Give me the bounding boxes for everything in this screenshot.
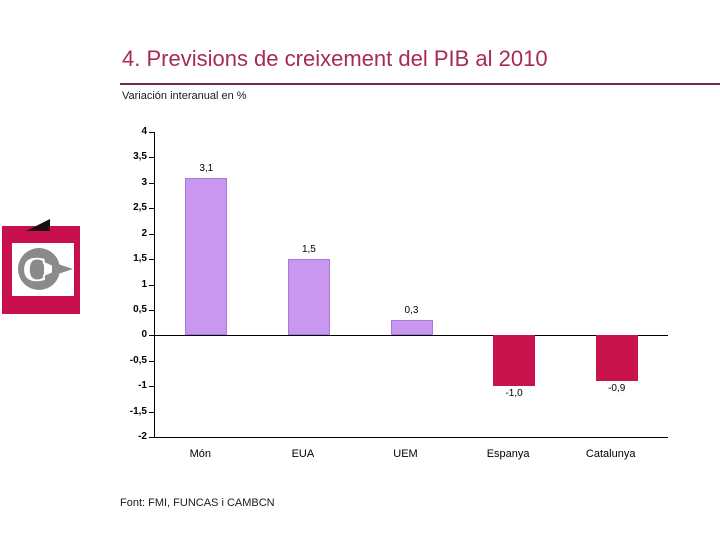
y-tick-label: 2,5 [133,202,147,214]
y-tick [149,284,154,286]
y-tick [149,157,154,159]
logo-c-letter: C [22,250,47,289]
logo-fold-notch [26,219,50,231]
source-note: Font: FMI, FUNCAS i CAMBCN [120,497,275,509]
y-tick [149,309,154,311]
y-tick [149,259,154,261]
category-label: UEM [393,448,418,460]
y-tick [149,233,154,235]
logo-arrow-icon [52,262,73,276]
category-label: Món [189,448,211,460]
y-tick-label: -1 [138,380,147,392]
bar-value-label: 0,3 [404,305,419,317]
y-tick-label: 1,5 [133,253,147,265]
category-label: Espanya [486,448,530,460]
bar [390,320,433,336]
y-axis-line [153,132,155,437]
slide-title: 4. Previsions de creixement del PIB al 2… [122,46,548,71]
y-tick [149,411,154,413]
bar [595,335,638,382]
bar-value-label: -0,9 [608,383,626,395]
y-tick [149,335,154,337]
y-tick-label: 0 [141,329,147,341]
bar [185,177,228,336]
y-tick-label: -2 [138,431,147,442]
title-underline [120,83,720,85]
y-tick [149,437,154,438]
logo-circle [18,248,60,290]
y-tick-label: -0,5 [129,354,147,366]
y-tick [149,208,154,210]
bar-value-label: -1,0 [505,388,523,400]
y-tick-label: 4 [141,126,147,137]
y-tick-label: 1 [141,278,147,290]
bar [493,335,536,387]
y-tick [149,182,154,184]
category-label: Catalunya [585,448,636,460]
y-tick-label: 0,5 [133,303,147,315]
y-tick [149,386,154,388]
category-label: EUA [291,448,315,460]
x-axis-line [153,436,668,438]
bar-value-label: 3,1 [199,162,214,174]
y-tick [149,360,154,362]
bar [287,259,330,336]
bar-value-label: 1,5 [301,244,316,256]
cambra-logo: C [2,219,80,314]
zero-line [155,334,668,336]
y-tick-label: 2 [141,227,147,239]
y-tick-label: 3,5 [133,151,147,163]
y-tick-label: 3 [141,176,147,188]
y-tick-label: -1,5 [129,405,147,417]
y-tick [149,132,154,133]
chart-subtitle: Variación interanual en % [122,90,247,102]
